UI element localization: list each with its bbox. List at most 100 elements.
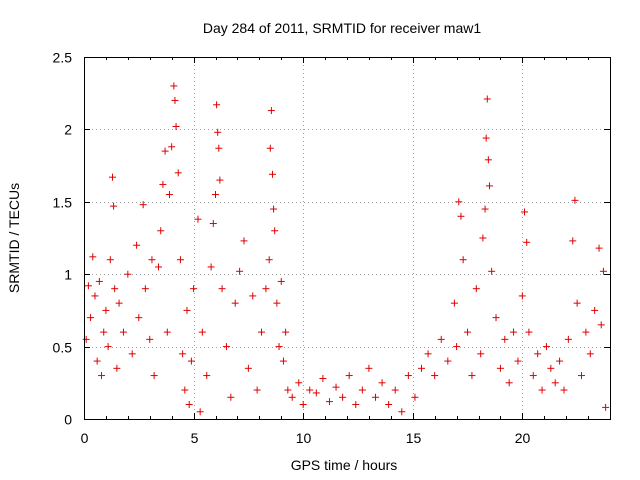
data-point — [214, 128, 222, 136]
data-point — [523, 238, 531, 246]
data-point — [124, 270, 132, 278]
data-point — [187, 357, 195, 365]
data-point — [203, 372, 211, 380]
data-point — [82, 335, 90, 343]
data-point — [510, 328, 518, 336]
data-point — [275, 343, 283, 351]
data-point — [299, 401, 307, 409]
data-point — [483, 95, 491, 103]
data-point — [196, 408, 204, 416]
plot-frame — [84, 57, 611, 420]
data-point — [106, 256, 114, 264]
data-point — [268, 170, 276, 178]
data-point — [115, 299, 123, 307]
y-tick-label: 2 — [64, 122, 72, 138]
data-point — [93, 357, 101, 365]
data-point — [551, 379, 559, 387]
data-point — [104, 343, 112, 351]
data-point — [312, 389, 320, 397]
grid-lines — [84, 57, 610, 419]
y-tick-label: 0.5 — [53, 340, 73, 356]
data-point — [227, 393, 235, 401]
x-tick-label: 5 — [191, 430, 199, 446]
data-point — [325, 398, 333, 406]
data-point — [391, 386, 399, 394]
y-tick-label: 2.5 — [53, 50, 73, 66]
data-point — [573, 299, 581, 307]
data-point — [171, 96, 179, 104]
data-point — [586, 350, 594, 358]
data-point — [273, 299, 281, 307]
data-point — [133, 241, 141, 249]
data-point — [111, 285, 119, 293]
data-point — [267, 107, 275, 115]
data-point — [119, 328, 127, 336]
x-tick-label: 15 — [406, 430, 422, 446]
data-point — [518, 292, 526, 300]
axis-ticks — [84, 57, 610, 420]
data-point — [194, 215, 202, 223]
data-point — [266, 144, 274, 152]
data-point — [569, 237, 577, 245]
data-point — [339, 393, 347, 401]
data-point — [378, 379, 386, 387]
y-tick-label: 1 — [64, 267, 72, 283]
data-point — [464, 328, 472, 336]
data-point — [146, 335, 154, 343]
data-point — [385, 401, 393, 409]
data-point — [168, 143, 176, 151]
data-point — [155, 263, 163, 271]
data-point — [215, 144, 223, 152]
data-point — [108, 173, 116, 181]
data-point — [560, 386, 568, 394]
data-point — [306, 386, 314, 394]
data-point — [578, 372, 586, 380]
data-point — [319, 374, 327, 382]
data-point — [181, 386, 189, 394]
data-point — [505, 379, 513, 387]
data-point — [150, 372, 158, 380]
data-point — [176, 256, 184, 264]
data-point — [172, 123, 180, 131]
data-point — [371, 393, 379, 401]
data-point — [89, 253, 97, 261]
data-point — [95, 277, 103, 285]
data-point — [595, 244, 603, 252]
data-point — [148, 256, 156, 264]
data-point — [277, 277, 285, 285]
data-point — [113, 364, 121, 372]
data-point — [404, 372, 412, 380]
x-tick-label: 20 — [515, 430, 531, 446]
data-point — [271, 227, 279, 235]
data-point — [161, 147, 169, 155]
data-point — [213, 101, 221, 109]
data-point — [262, 285, 270, 293]
data-point — [183, 306, 191, 314]
y-tick-label: 0 — [64, 412, 72, 428]
y-tick-label: 1.5 — [53, 195, 73, 211]
data-point — [236, 267, 244, 275]
data-point — [141, 285, 149, 293]
data-point — [253, 386, 261, 394]
data-point — [591, 306, 599, 314]
data-point — [459, 256, 467, 264]
data-point — [358, 386, 366, 394]
data-point — [165, 191, 173, 199]
data-point — [514, 357, 522, 365]
data-point — [582, 328, 590, 336]
data-point — [481, 205, 489, 213]
data-point — [258, 328, 266, 336]
data-point — [431, 372, 439, 380]
data-point — [437, 335, 445, 343]
data-point — [212, 191, 219, 199]
data-point — [295, 379, 303, 387]
data-point — [538, 386, 546, 394]
x-axis-label: GPS time / hours — [291, 457, 398, 473]
data-point — [284, 386, 292, 394]
data-point — [163, 328, 171, 336]
data-point — [482, 134, 490, 142]
data-point — [159, 180, 167, 188]
data-point — [556, 357, 564, 365]
data-point — [102, 306, 110, 314]
